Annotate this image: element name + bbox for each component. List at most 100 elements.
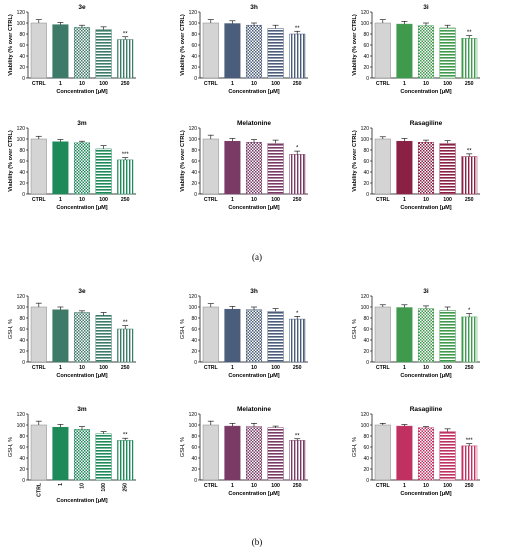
bar-100 [95, 315, 112, 363]
y-axis-label: Viability (% over CTRL) [8, 14, 14, 76]
y-tick-label: 120 [189, 412, 198, 418]
x-tick-label: CTRL [36, 482, 42, 497]
significance-mark: * [296, 146, 299, 152]
y-tick-label: 20 [363, 65, 369, 71]
bar-250 [461, 445, 478, 481]
x-tick-label: 250 [293, 81, 302, 87]
y-tick-label: 100 [189, 21, 198, 27]
y-tick-label: 40 [363, 338, 369, 344]
x-tick-label: 250 [293, 483, 302, 489]
bar-250 [461, 38, 478, 79]
bar-10 [417, 142, 435, 195]
bar-ctrl [30, 22, 47, 79]
significance-mark: ** [467, 148, 472, 154]
y-tick-label: 120 [361, 412, 370, 418]
x-tick-label: 10 [251, 483, 257, 489]
bar-ctrl [374, 306, 391, 363]
bar-10 [417, 427, 435, 481]
y-tick-label: 120 [17, 294, 26, 300]
y-tick-label: 80 [191, 434, 197, 440]
x-tick-label: 100 [443, 81, 452, 87]
bar-ctrl [374, 424, 391, 481]
x-tick-label: 10 [423, 365, 429, 371]
y-tick-label: 80 [19, 316, 25, 322]
x-tick-label: 10 [251, 365, 257, 371]
x-tick-label: 1 [231, 81, 234, 87]
bar-10 [417, 308, 435, 363]
chart-b-3i: 3i 0 20 40 60 80 100 120 GSH, % CTRL 1 10 100 * 250 Con… [352, 288, 480, 379]
bar-100 [95, 148, 112, 195]
x-tick-label: 10 [423, 483, 429, 489]
y-tick-label: 40 [191, 338, 197, 344]
y-tick-label: 100 [361, 423, 370, 429]
y-tick-label: 60 [363, 159, 369, 165]
y-tick-label: 0 [366, 478, 369, 484]
y-tick-label: 100 [189, 305, 198, 311]
y-tick-label: 20 [363, 181, 369, 187]
bar-ctrl [374, 138, 391, 195]
y-tick-label: 20 [191, 467, 197, 473]
chart-title: 3i [423, 288, 429, 295]
y-tick-label: 20 [19, 349, 25, 355]
bar-ctrl [202, 138, 219, 195]
y-tick-label: 0 [22, 192, 25, 198]
y-axis-label: Viability (% over CTRL) [180, 14, 186, 76]
bar-250 [289, 154, 306, 195]
y-tick-label: 80 [19, 434, 25, 440]
y-tick-label: 0 [194, 192, 197, 198]
x-tick-label: 10 [80, 483, 86, 489]
x-tick-label: 100 [99, 81, 108, 87]
bar-100 [439, 310, 456, 363]
x-tick-label: 250 [465, 483, 474, 489]
bar-10 [245, 309, 263, 363]
x-tick-label: 1 [59, 365, 62, 371]
x-tick-label: 100 [271, 197, 280, 203]
significance-mark: ** [467, 30, 472, 36]
x-tick-label: 1 [59, 197, 62, 203]
y-tick-label: 60 [191, 445, 197, 451]
bar-250 [117, 328, 134, 363]
y-tick-label: 40 [19, 170, 25, 176]
significance-mark: ** [295, 26, 300, 32]
bar-250 [117, 440, 134, 481]
x-tick-label: 1 [403, 365, 406, 371]
y-tick-label: 60 [19, 327, 25, 333]
y-axis-label: GSH, % [8, 437, 14, 457]
y-tick-label: 120 [189, 294, 198, 300]
y-tick-label: 40 [191, 170, 197, 176]
bar-100 [439, 143, 456, 195]
y-tick-label: 60 [363, 43, 369, 49]
x-tick-label: 1 [231, 483, 234, 489]
bar-100 [439, 27, 456, 79]
y-tick-label: 60 [191, 159, 197, 165]
bar-ctrl [30, 138, 47, 195]
y-tick-label: 80 [363, 316, 369, 322]
x-tick-label: 100 [271, 81, 280, 87]
bar-1 [396, 307, 413, 363]
x-axis-label: Concentration [μM] [56, 205, 107, 211]
y-tick-label: 60 [191, 43, 197, 49]
bar-ctrl [202, 424, 219, 481]
bar-250 [117, 39, 134, 79]
y-tick-label: 0 [22, 76, 25, 82]
y-tick-label: 20 [191, 65, 197, 71]
y-tick-label: 0 [194, 360, 197, 366]
chart-title: 3h [250, 4, 258, 11]
x-tick-label: 10 [79, 81, 85, 87]
y-tick-label: 20 [191, 349, 197, 355]
x-tick-label: 250 [293, 365, 302, 371]
x-tick-label: CTRL [32, 197, 47, 203]
x-tick-label: 250 [293, 197, 302, 203]
bar-ctrl [202, 22, 219, 79]
y-tick-label: 100 [361, 305, 370, 311]
y-tick-label: 100 [189, 137, 198, 143]
y-axis-label: Viability (% over CTRL) [180, 130, 186, 192]
x-tick-label: CTRL [376, 81, 391, 87]
y-tick-label: 120 [361, 126, 370, 132]
y-tick-label: 20 [19, 181, 25, 187]
y-tick-label: 20 [363, 467, 369, 473]
bar-100 [267, 28, 284, 79]
